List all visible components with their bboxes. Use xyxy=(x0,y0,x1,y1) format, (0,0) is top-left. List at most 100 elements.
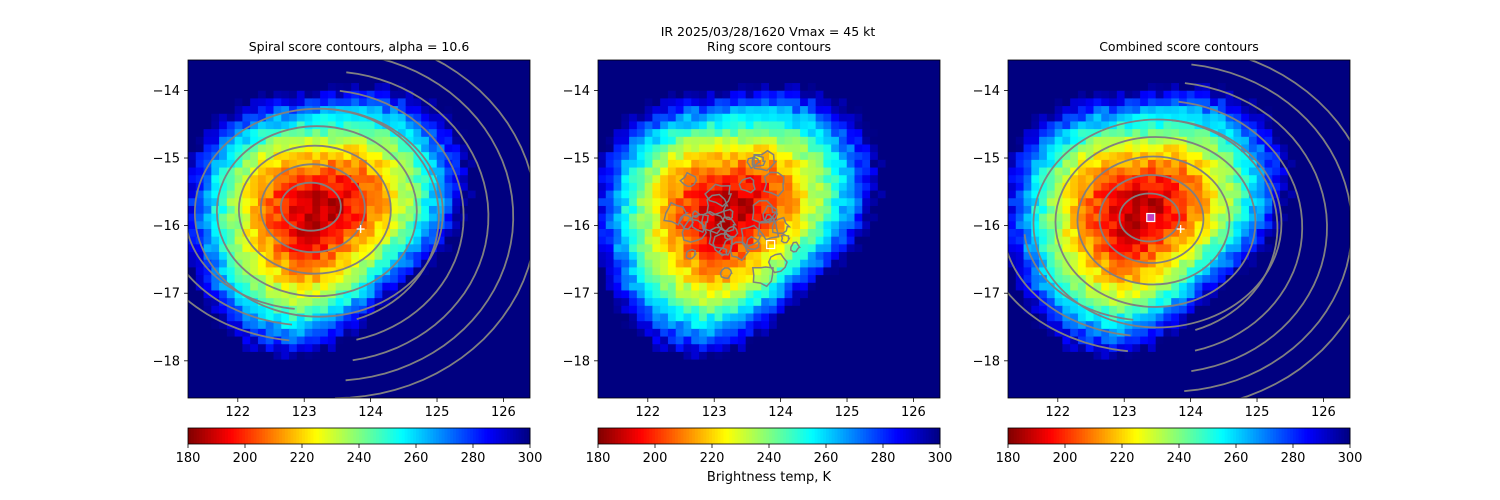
contour-line xyxy=(790,241,802,253)
x-tick-label: 122 xyxy=(225,405,250,420)
suptitle: IR 2025/03/28/1620 Vmax = 45 kt xyxy=(661,24,876,39)
contour-line xyxy=(237,144,392,275)
contour-line xyxy=(259,163,366,254)
x-tick-label: 123 xyxy=(292,405,317,420)
contour-line xyxy=(758,216,780,241)
contour-line xyxy=(339,90,465,341)
colorbar-tick-label: 300 xyxy=(1338,451,1363,466)
contour-line xyxy=(334,60,530,398)
contour-line xyxy=(1184,82,1328,372)
contour-line xyxy=(346,71,490,362)
y-tick-label: −15 xyxy=(563,152,590,167)
panel-title: Spiral score contours, alpha = 10.6 xyxy=(249,39,470,54)
colorbar-tick-label: 260 xyxy=(814,451,839,466)
contour-line xyxy=(691,210,703,218)
colorbar-label: Brightness temp, K xyxy=(707,470,832,485)
brightness-heatmap xyxy=(1008,60,1350,398)
axes-frame xyxy=(187,59,531,399)
x-tick-label: 122 xyxy=(635,405,660,420)
y-tick-label: −16 xyxy=(563,219,590,234)
contour-line xyxy=(701,210,726,235)
center-square-marker xyxy=(1146,212,1156,223)
center-square-marker xyxy=(766,239,776,250)
contour-line xyxy=(1023,234,1134,321)
colorbar-tick-label: 180 xyxy=(176,451,201,466)
colorbar-tick-label: 260 xyxy=(1224,451,1249,466)
contour-line xyxy=(740,224,762,248)
colorbar-tick-label: 280 xyxy=(871,451,896,466)
contour-line xyxy=(1178,100,1304,352)
score-contours xyxy=(188,60,530,398)
contour-line xyxy=(719,267,733,280)
colorbar: 180 200 220 240 260 280 300 xyxy=(176,427,542,466)
axes-frame xyxy=(597,59,941,399)
contour-line xyxy=(1239,60,1350,398)
contour-line xyxy=(723,225,739,241)
contour-line xyxy=(1171,119,1279,331)
x-tick-label: 126 xyxy=(901,405,926,420)
x-tick-label: 125 xyxy=(1245,405,1270,420)
contour-line xyxy=(706,193,729,217)
contour-line xyxy=(753,149,778,172)
x-tick-label: 123 xyxy=(702,405,727,420)
contour-line xyxy=(681,218,707,243)
y-tick-label: −18 xyxy=(563,354,590,369)
contour-line xyxy=(215,125,418,298)
contour-line xyxy=(764,213,774,224)
contour-line xyxy=(1032,118,1283,329)
colorbar-tick-label: 180 xyxy=(586,451,611,466)
colorbar-tick-label: 200 xyxy=(1053,451,1078,466)
colorbar-tick-label: 220 xyxy=(290,451,315,466)
colorbar-tick-label: 300 xyxy=(928,451,953,466)
contour-line xyxy=(771,216,792,235)
score-contours xyxy=(1008,60,1350,398)
panel-title: Combined score contours xyxy=(1099,39,1259,54)
center-plus-marker xyxy=(356,225,365,233)
x-tick-label: 125 xyxy=(425,405,450,420)
contour-line xyxy=(1008,250,1131,337)
colorbar: 180 200 220 240 260 280 300 Brightness temp, K xyxy=(586,427,953,485)
contour-line xyxy=(704,183,733,208)
colorbar-tick-label: 200 xyxy=(233,451,258,466)
x-tick-label: 126 xyxy=(1311,405,1336,420)
contour-line xyxy=(679,171,698,188)
y-tick-label: −16 xyxy=(973,219,1000,234)
x-tick-label: 124 xyxy=(358,405,383,420)
colorbar-tick-label: 220 xyxy=(1110,451,1135,466)
brightness-heatmap xyxy=(598,60,940,398)
panel-1: Spiral score contours, alpha = 10.6 122 12… xyxy=(153,39,543,466)
contour-line xyxy=(1098,174,1205,264)
y-tick-label: −14 xyxy=(563,84,590,99)
contour-line xyxy=(780,233,791,244)
y-tick-label: −18 xyxy=(153,354,180,369)
contour-line xyxy=(1184,63,1350,392)
contour-line xyxy=(716,216,737,232)
contour-line xyxy=(708,226,735,250)
y-tick-label: −15 xyxy=(973,152,1000,167)
contour-line xyxy=(663,201,690,226)
contour-line xyxy=(722,208,734,221)
y-tick-label: −17 xyxy=(153,287,180,302)
x-tick-label: 124 xyxy=(1178,405,1203,420)
contour-line xyxy=(193,107,444,318)
panel-3: Combined score contours 122 123 124 125 126 −1… xyxy=(973,39,1363,466)
colorbar-tick-label: 240 xyxy=(757,451,782,466)
axes-frame xyxy=(1007,59,1351,399)
colorbar-tick-label: 280 xyxy=(461,451,486,466)
panel-2: Ring score contours 122 123 124 125 126 −14 −15… xyxy=(563,39,953,485)
contour-line xyxy=(1076,155,1231,286)
colorbar-tick-label: 260 xyxy=(404,451,429,466)
colorbar-tick-label: 220 xyxy=(700,451,725,466)
contour-line xyxy=(763,171,785,197)
x-tick-label: 122 xyxy=(1045,405,1070,420)
y-tick-label: −17 xyxy=(563,287,590,302)
contour-line xyxy=(767,252,788,274)
contour-line xyxy=(279,181,342,232)
y-tick-label: −15 xyxy=(153,152,180,167)
y-tick-label: −16 xyxy=(153,219,180,234)
contour-line xyxy=(762,205,779,223)
contour-line xyxy=(1118,192,1181,243)
contour-line xyxy=(188,229,295,310)
x-tick-label: 126 xyxy=(491,405,516,420)
